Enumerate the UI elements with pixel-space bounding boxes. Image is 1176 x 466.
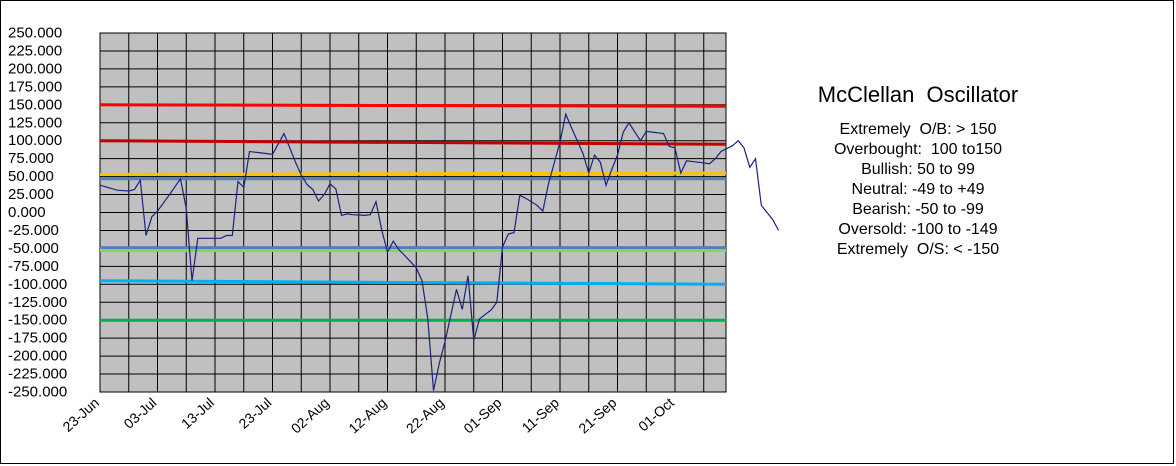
y-tick-label: -125.000	[8, 294, 67, 311]
y-tick-label: 0.000	[8, 204, 46, 221]
y-tick-label: 175.000	[8, 78, 62, 95]
y-tick-label: 225.000	[8, 42, 62, 59]
x-tick-label: 01-Sep	[460, 394, 504, 436]
y-tick-label: 25.000	[8, 186, 54, 203]
reference-lines	[99, 103, 727, 322]
annotation-line-oversold: Oversold: -100 to -149	[838, 221, 998, 238]
y-tick-label: -200.000	[8, 348, 67, 365]
x-tick-label: 23-Jul	[235, 394, 274, 431]
plot-border	[99, 32, 727, 393]
annotation-line-bullish: Bullish: 50 to 99	[861, 161, 975, 178]
legend-box: McClellan Oscillator Extremely O/B: > 15…	[768, 82, 1068, 260]
reference-line	[99, 171, 727, 176]
y-tick-label: -250.000	[8, 384, 67, 401]
y-tick-labels: 250.000225.000200.000175.000150.000125.0…	[8, 25, 67, 401]
series-line	[99, 112, 780, 391]
y-tick-label: 250.000	[8, 25, 62, 42]
annotation-line-neutral: Neutral: -49 to +49	[851, 181, 985, 198]
x-tick-label: 12-Aug	[345, 394, 389, 436]
annotation-line-extremely-ob: Extremely O/B: > 150	[839, 121, 997, 138]
annotation-line-extremely-os: Extremely O/S: < -150	[836, 241, 1000, 258]
x-tick-label: 01-Oct	[635, 394, 677, 434]
annotation-line-bearish: Bearish: -50 to -99	[852, 201, 984, 218]
x-tick-labels: 23-Jun 03-Jul 13-Jul 23-Jul 02-Aug 12-Aug 22-A…	[59, 394, 677, 436]
y-tick-label: -50.000	[8, 240, 59, 257]
x-tick-label: 21-Sep	[575, 394, 619, 436]
y-tick-label: 125.000	[8, 114, 62, 131]
y-tick-label: 75.000	[8, 150, 54, 167]
reference-line	[99, 103, 727, 108]
y-tick-label: 200.000	[8, 60, 62, 77]
x-tick-label: 13-Jul	[178, 394, 217, 431]
y-tick-label: -150.000	[8, 312, 67, 329]
y-tick-label: 100.000	[8, 132, 62, 149]
y-tick-label: -175.000	[8, 330, 67, 347]
y-tick-label: -225.000	[8, 366, 67, 383]
reference-line	[99, 279, 727, 286]
y-tick-label: -100.000	[8, 276, 67, 293]
annotation-title: McClellan Oscillator	[817, 82, 1019, 107]
y-tick-label: -75.000	[8, 258, 59, 275]
y-tick-label: 50.000	[8, 168, 54, 185]
annotation-line-overbought: Overbought: 100 to150	[833, 141, 1003, 158]
x-tick-label: 22-Aug	[403, 394, 447, 436]
y-tick-label: 150.000	[8, 96, 62, 113]
reference-line	[99, 139, 727, 146]
x-tick-label: 11-Sep	[519, 394, 563, 436]
grid-lines	[99, 32, 727, 393]
x-tick-label: 03-Jul	[120, 394, 159, 431]
y-tick-label: -25.000	[8, 222, 59, 239]
series-group	[99, 112, 780, 391]
x-tick-label: 02-Aug	[288, 394, 332, 436]
